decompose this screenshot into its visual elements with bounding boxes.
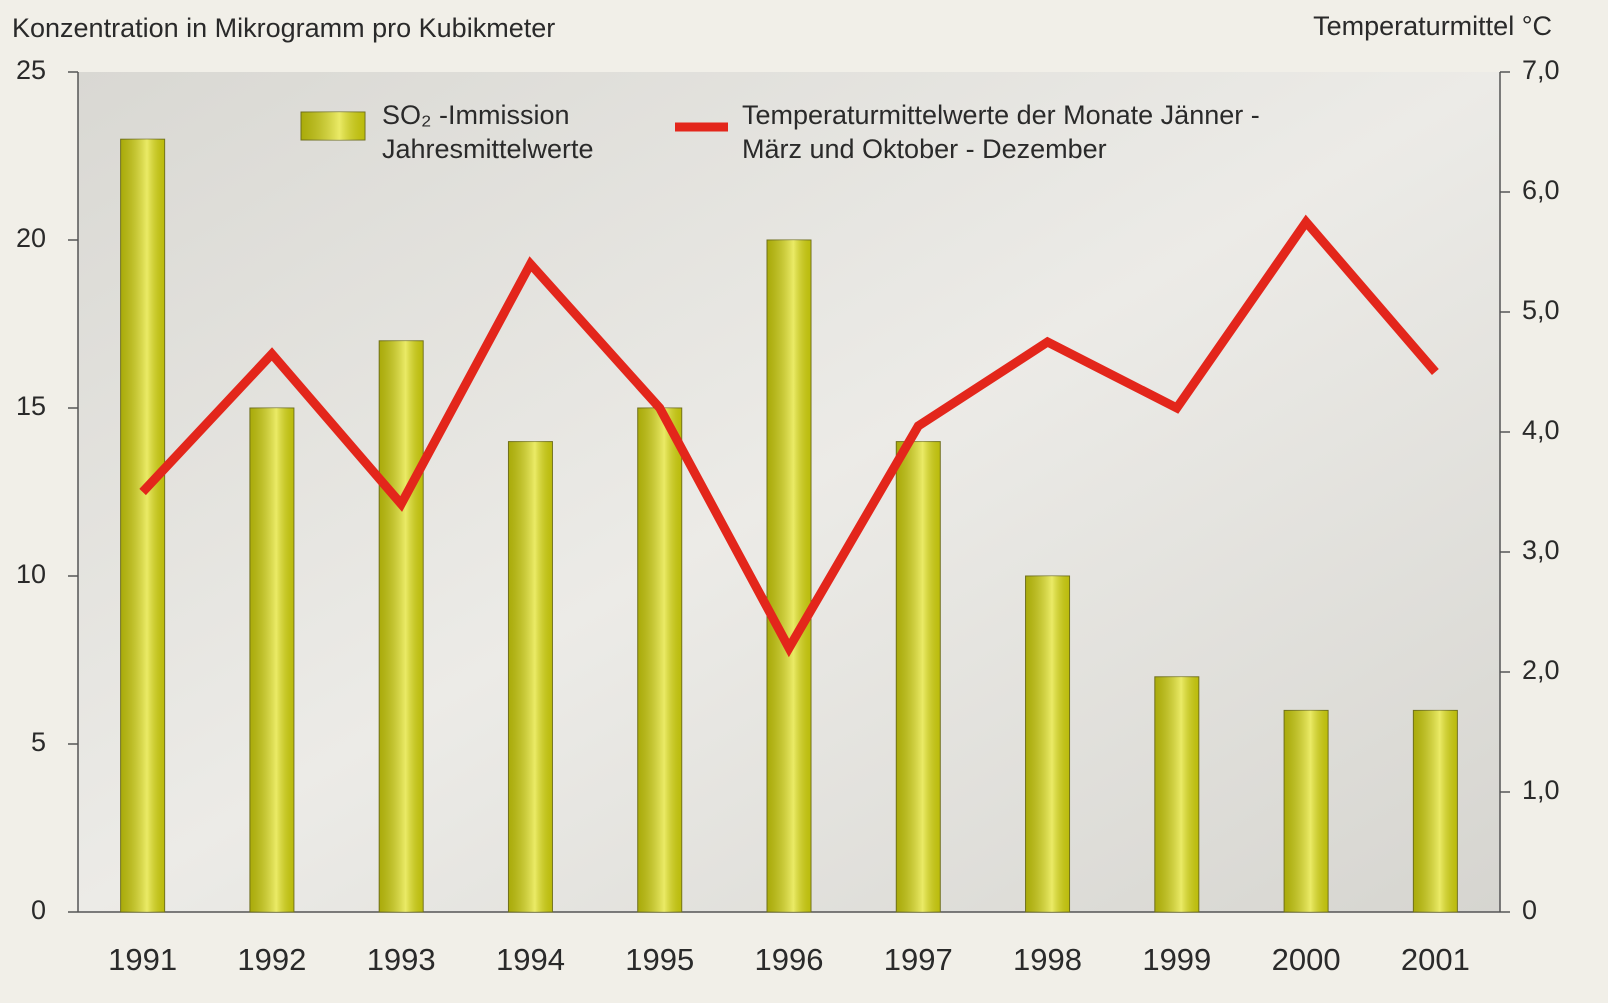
x-tick-label: 2000 bbox=[1272, 942, 1341, 977]
legend-label: SO₂ -Immission Jahresmittelwerte bbox=[382, 100, 594, 164]
y2-tick-label: 5,0 bbox=[1522, 295, 1560, 325]
x-tick-label: 1999 bbox=[1142, 942, 1211, 977]
bar bbox=[120, 138, 166, 913]
x-tick-label: 1997 bbox=[884, 942, 953, 977]
x-tick-label: 1996 bbox=[755, 942, 824, 977]
y-tick-label: 0 bbox=[31, 895, 46, 925]
x-tick-label: 1995 bbox=[625, 942, 694, 977]
y-axis-title: Konzentration in Mikrogramm pro Kubikmet… bbox=[12, 13, 555, 43]
legend-swatch-shine bbox=[301, 112, 365, 140]
y2-tick-label: 1,0 bbox=[1522, 775, 1560, 805]
x-tick-label: 1991 bbox=[108, 942, 177, 977]
x-tick-label: 1993 bbox=[367, 942, 436, 977]
x-tick-label: 1994 bbox=[496, 942, 565, 977]
y-tick-label: 10 bbox=[16, 559, 46, 589]
legend-label: Temperaturmittelwerte der Monate Jänner … bbox=[742, 100, 1260, 164]
y2-tick-label: 3,0 bbox=[1522, 535, 1560, 565]
y2-tick-label: 7,0 bbox=[1522, 55, 1560, 85]
bar bbox=[1154, 676, 1200, 913]
y2-tick-label: 6,0 bbox=[1522, 175, 1560, 205]
y2-tick-label: 0 bbox=[1522, 895, 1537, 925]
x-tick-label: 1992 bbox=[237, 942, 306, 977]
y-tick-label: 20 bbox=[16, 223, 46, 253]
line bbox=[139, 214, 1439, 658]
bar bbox=[507, 441, 553, 913]
bar bbox=[1283, 709, 1329, 913]
bar bbox=[637, 407, 683, 913]
x-tick-label: 1998 bbox=[1013, 942, 1082, 977]
y2-tick-label: 4,0 bbox=[1522, 415, 1560, 445]
y-tick-label: 15 bbox=[16, 391, 46, 421]
y2-axis-title: Temperaturmittel °C bbox=[1313, 11, 1552, 41]
bar bbox=[1412, 709, 1458, 913]
bar bbox=[895, 441, 941, 913]
y-tick-label: 5 bbox=[31, 727, 46, 757]
bar bbox=[249, 407, 295, 913]
bar bbox=[766, 239, 812, 913]
bar bbox=[378, 340, 424, 913]
y2-tick-label: 2,0 bbox=[1522, 655, 1560, 685]
bar bbox=[1025, 575, 1071, 913]
x-tick-label: 2001 bbox=[1401, 942, 1470, 977]
y-tick-label: 25 bbox=[16, 55, 46, 85]
